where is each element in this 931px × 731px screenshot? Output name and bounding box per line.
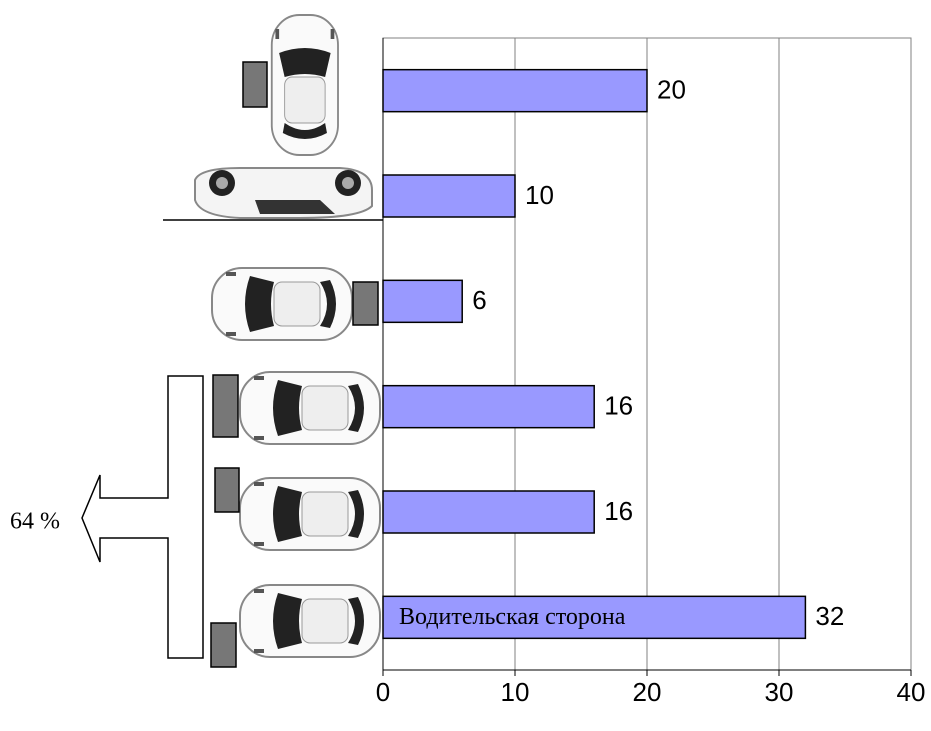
illustrations (81, 14, 383, 668)
side-label: 64 % (10, 509, 60, 535)
bar (382, 384, 595, 429)
bar (382, 490, 595, 534)
obstacle (214, 467, 240, 513)
x-tick-label: 10 (501, 677, 530, 707)
bar (382, 595, 807, 640)
x-tick-label: 0 (376, 677, 390, 707)
car-icon (211, 267, 353, 341)
value-label: 16 (604, 391, 633, 421)
bar (382, 174, 516, 218)
bar (382, 68, 648, 113)
x-tick-label: 20 (633, 677, 662, 707)
value-label: 32 (815, 601, 844, 631)
car-icon (239, 584, 381, 658)
value-label: 20 (657, 75, 686, 105)
obstacle (210, 622, 237, 668)
obstacle (352, 281, 379, 326)
car-icon (194, 167, 373, 219)
car-icon (239, 477, 381, 551)
obstacle (212, 374, 239, 438)
x-tick-label: 40 (897, 677, 926, 707)
car-icon (239, 371, 381, 445)
group-arrow (81, 375, 204, 659)
value-label: 16 (604, 496, 633, 526)
bar-annotation: Водительская сторона (399, 604, 626, 630)
value-label: 6 (472, 285, 486, 315)
obstacle (242, 61, 268, 108)
x-tick-label: 30 (765, 677, 794, 707)
car-icon (270, 14, 339, 156)
value-label: 10 (525, 180, 554, 210)
bar (382, 279, 463, 324)
